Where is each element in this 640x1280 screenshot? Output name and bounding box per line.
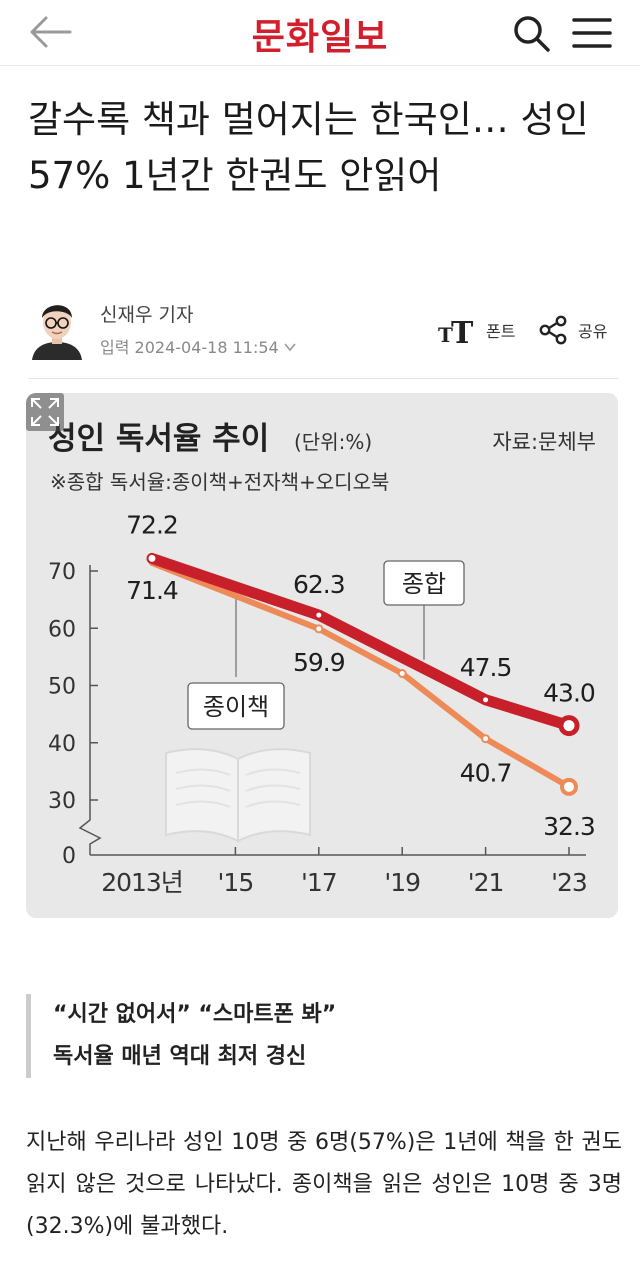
share-button[interactable]: 공유 [538, 312, 607, 348]
top-bar: 문화일보 [0, 0, 640, 66]
share-icon [539, 315, 567, 345]
svg-text:T: T [451, 316, 474, 346]
y-tick-label: 0 [62, 844, 76, 869]
data-point-paper [560, 777, 578, 796]
legend-total-label: 종합 [402, 570, 446, 598]
legend-total-box [383, 560, 465, 606]
font-button-label: 폰트 [486, 322, 516, 341]
reporter-avatar [28, 294, 86, 360]
y-tick-label: 50 [48, 675, 76, 700]
byline-divider [28, 378, 618, 379]
x-tick-label: '19 [384, 868, 420, 897]
reporter-name[interactable]: 신재우 기자 [100, 304, 194, 326]
font-size-icon: T T [438, 316, 474, 346]
y-tick-label: 40 [48, 732, 76, 757]
data-point-paper [314, 624, 324, 634]
share-button-label: 공유 [578, 322, 608, 341]
data-point-paper [481, 734, 491, 744]
data-point-total [558, 715, 580, 737]
chart-title: 성인 독서율 추이 [48, 421, 269, 457]
data-point-total [148, 554, 156, 562]
publish-date[interactable]: 입력 2024-04-18 11:54 [100, 334, 297, 358]
book-icon [165, 748, 311, 843]
y-tick-label: 70 [48, 560, 76, 585]
data-label: 72.2 [126, 510, 178, 539]
legend-paper-label: 종이책 [203, 693, 269, 721]
font-size-button[interactable]: T T 폰트 [438, 312, 515, 348]
expand-icon[interactable] [26, 393, 64, 431]
subheading-line-1: “시간 없어서” “스마트폰 봐” [53, 1002, 337, 1027]
reading-rate-chart[interactable]: 성인 독서율 추이 (단위:%) 자료:문체부 ※종합 독서율:종이책+전자책+… [26, 393, 618, 918]
byline: 신재우 기자 입력 2024-04-18 11:54 T T 폰트 공유 [28, 292, 618, 364]
data-point-paper [397, 668, 407, 678]
x-tick-label: '23 [551, 868, 587, 897]
data-label: 32.3 [543, 812, 595, 841]
chart-unit: (단위:%) [294, 430, 372, 454]
data-label: 62.3 [293, 570, 345, 599]
y-axis [78, 565, 102, 855]
chevron-down-icon [284, 343, 296, 352]
x-tick-label: '15 [218, 868, 254, 897]
data-label: 47.5 [460, 653, 512, 682]
series-line-total [146, 552, 575, 732]
chart-svg: 성인 독서율 추이 (단위:%) 자료:문체부 ※종합 독서율:종이책+전자책+… [48, 421, 596, 897]
subheading-line-2: 독서율 매년 역대 최저 경신 [53, 1044, 307, 1069]
chart-subtitle: ※종합 독서율:종이책+전자책+오디오북 [50, 470, 389, 494]
x-tick-label: '17 [301, 868, 337, 897]
site-logo[interactable]: 문화일보 [251, 16, 389, 58]
article-body: 지난해 우리나라 성인 10명 중 6명(57%)은 1년에 책을 한 권도 읽… [26, 1130, 622, 1239]
back-arrow-icon[interactable] [26, 12, 74, 52]
x-tick-label: '21 [468, 868, 504, 897]
article-title: 갈수록 책과 멀어지는 한국인… 성인 57% 1년간 한권도 안읽어 [28, 98, 589, 197]
data-label: 71.4 [126, 576, 178, 605]
search-icon[interactable] [510, 12, 552, 54]
data-label: 59.9 [293, 648, 345, 677]
data-label: 40.7 [460, 759, 512, 788]
y-tick-label: 30 [48, 789, 76, 814]
legend-paper-box [187, 682, 285, 730]
svg-text:T: T [438, 323, 453, 346]
article-subheading: “시간 없어서” “스마트폰 봐” 독서율 매년 역대 최저 경신 [26, 994, 616, 1078]
publish-date-text: 입력 2024-04-18 11:54 [100, 338, 279, 357]
y-tick-label: 60 [48, 617, 76, 642]
x-tick-label: 2013년 [101, 868, 183, 897]
data-label: 43.0 [543, 679, 595, 708]
data-point-total [481, 695, 491, 705]
chart-plot: 0 30 40 50 60 70 2013년 '15 '17 '19 '21 '23 72.2 62.3 4… [48, 510, 596, 897]
menu-icon[interactable] [570, 12, 614, 54]
data-point-total [314, 610, 324, 620]
chart-source: 자료:문체부 [492, 430, 596, 454]
